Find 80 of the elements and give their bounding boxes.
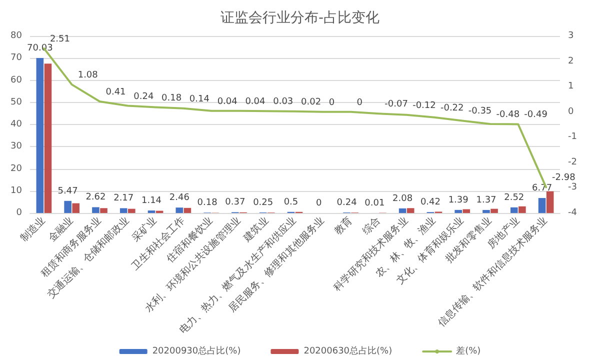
bar [510, 207, 518, 213]
y2-tick-label: -3 [568, 182, 577, 193]
y-tick-label: 80 [10, 31, 22, 41]
data-label: 0 [328, 98, 335, 108]
bar [398, 208, 406, 213]
legend-label: 20200930总占比(%) [152, 346, 241, 356]
chart-title: 证监会行业分布-占比变化 [220, 10, 380, 26]
y-tick-label: 40 [10, 120, 22, 130]
bar [538, 198, 546, 213]
y2-tick-label: -1 [568, 132, 577, 142]
data-label: 5.47 [58, 186, 78, 196]
data-label: 1.39 [448, 195, 469, 206]
data-label: -0.22 [440, 103, 464, 114]
data-label: 0 [356, 98, 363, 108]
bar [184, 208, 192, 213]
legend-label: 差(%) [456, 346, 481, 356]
data-label: 1.08 [78, 70, 98, 81]
legend-label: 20200630总占比(%) [304, 346, 392, 356]
bar [490, 208, 498, 213]
data-label: 2.52 [504, 192, 524, 203]
data-label: 0.41 [106, 87, 126, 98]
y-tick-label: 50 [10, 97, 22, 108]
data-label: 0.04 [217, 96, 238, 107]
data-label: 70.03 [27, 44, 53, 54]
y2-tick-label: 2 [568, 56, 574, 66]
y2-tick-label: 1 [568, 82, 574, 92]
bar [100, 208, 108, 213]
y2-tick-label: -4 [568, 208, 578, 218]
data-label: 0 [316, 198, 322, 208]
bar [518, 206, 526, 213]
bar [36, 58, 44, 213]
data-label: -0.07 [384, 100, 408, 110]
data-label: 0.18 [197, 198, 218, 208]
bar [454, 210, 462, 213]
bar [406, 208, 414, 213]
data-label: 1.14 [141, 196, 162, 206]
y2-tick-label: -2 [568, 157, 577, 168]
data-label: 0.14 [189, 94, 210, 104]
y-tick-label: 60 [10, 75, 22, 86]
data-label: 0.01 [364, 198, 385, 208]
data-label: 0.24 [336, 198, 358, 208]
data-label: 1.37 [476, 195, 496, 206]
data-label: 0.5 [284, 197, 298, 208]
data-label: -0.35 [468, 106, 492, 117]
x-tick-label: 教育 [332, 214, 355, 238]
data-label: 0.24 [134, 92, 154, 102]
data-label: -0.48 [496, 110, 520, 120]
bar [44, 64, 52, 213]
data-label: -2.98 [552, 173, 576, 184]
data-label: 2.51 [50, 34, 70, 44]
y-tick-label: 30 [10, 142, 22, 152]
data-label: 0.42 [420, 198, 440, 208]
bar [482, 210, 490, 213]
data-label: -0.49 [524, 110, 548, 120]
bar [64, 200, 72, 213]
y2-tick-label: 3 [568, 31, 574, 41]
y-tick-label: 10 [10, 186, 22, 196]
bar [128, 208, 136, 213]
data-label: 2.17 [114, 194, 134, 204]
bar [148, 210, 156, 213]
y2-tick-label: 0 [568, 106, 574, 117]
data-label: 0.04 [245, 96, 266, 107]
data-label: 2.62 [86, 192, 106, 203]
y-tick-label: 20 [10, 164, 22, 174]
data-label: 2.08 [392, 194, 413, 204]
data-label: 0.03 [273, 97, 294, 108]
bar [176, 208, 184, 213]
data-label: -0.12 [412, 100, 436, 111]
bar [462, 209, 470, 213]
bar [546, 191, 554, 213]
bar [92, 207, 100, 213]
data-label: 0.02 [301, 97, 322, 108]
data-label: 0.37 [225, 198, 246, 208]
y-tick-label: 70 [10, 53, 22, 64]
data-label: 0.18 [162, 93, 182, 104]
data-label: 0.25 [253, 198, 274, 208]
bar [72, 203, 80, 213]
x-tick-label: 综合 [360, 214, 383, 238]
bar [120, 208, 128, 213]
data-label: 2.46 [169, 193, 190, 204]
